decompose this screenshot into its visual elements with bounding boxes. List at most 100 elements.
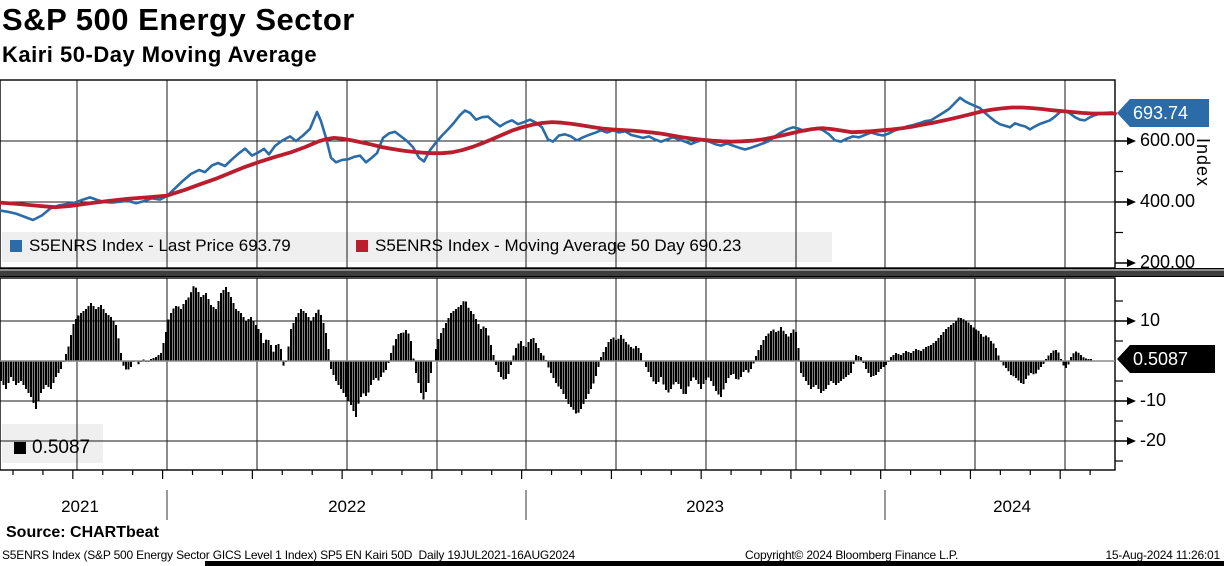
kairi-bar xyxy=(937,338,940,361)
kairi-bar xyxy=(212,307,215,361)
kairi-bar xyxy=(397,334,400,361)
kairi-bar xyxy=(347,361,350,401)
kairi-bar xyxy=(225,287,227,361)
kairi-bar xyxy=(905,351,907,361)
kairi-bar xyxy=(562,361,565,394)
kairi-bar xyxy=(192,286,195,361)
kairi-bar xyxy=(605,347,607,361)
last-price-badge: 693.74 xyxy=(1117,99,1209,127)
kairi-bar xyxy=(655,361,657,384)
kairi-bar xyxy=(207,299,210,361)
kairi-bar xyxy=(502,361,505,380)
kairi-bar xyxy=(402,332,405,361)
kairi-bar xyxy=(87,306,90,361)
legend-background xyxy=(2,232,832,262)
kairi-bar xyxy=(512,355,515,361)
kairi-bar xyxy=(847,361,850,375)
kairi-bar xyxy=(537,348,540,361)
kairi-bar xyxy=(972,327,975,361)
kairi-bar xyxy=(610,339,612,361)
kairi-bar xyxy=(482,326,485,361)
kairi-bar xyxy=(600,357,602,361)
kairi-bar xyxy=(910,353,912,361)
kairi-bar xyxy=(357,361,360,404)
kairi-bar xyxy=(105,313,107,361)
kairi-bar xyxy=(200,297,202,361)
kairi-bar xyxy=(667,361,670,393)
kairi-bar xyxy=(1075,351,1077,361)
kairi-bar xyxy=(565,361,567,399)
kairi-bar xyxy=(1057,352,1060,361)
kairi-bar xyxy=(1032,361,1035,375)
kairi-bar xyxy=(795,332,797,361)
kairi-bar xyxy=(1042,361,1045,364)
kairi-bar xyxy=(825,361,827,389)
kairi-bar xyxy=(647,361,650,372)
kairi-bar xyxy=(300,309,302,361)
kairi-bar xyxy=(490,345,492,361)
kairi-bar xyxy=(20,361,22,381)
kairi-bar xyxy=(770,331,772,361)
kairi-bar xyxy=(822,361,825,391)
kairi-bar xyxy=(510,361,512,365)
y-axis-tick-label: 10 xyxy=(1140,310,1161,330)
kairi-bar xyxy=(1087,359,1090,361)
kairi-bar xyxy=(452,311,455,361)
kairi-bar xyxy=(590,361,592,389)
kairi-bar xyxy=(155,357,157,361)
kairi-bar xyxy=(220,293,222,361)
kairi-bar xyxy=(237,311,240,361)
kairi-bar xyxy=(735,361,737,379)
price-line xyxy=(0,96,1114,222)
kairi-bar xyxy=(652,361,655,382)
kairi-bar xyxy=(952,323,955,361)
kairi-bar xyxy=(297,313,300,361)
kairi-bar xyxy=(682,361,685,394)
kairi-bar xyxy=(1020,361,1022,383)
kairi-bar xyxy=(345,361,347,397)
kairi-bar xyxy=(162,343,165,361)
kairi-bar xyxy=(1030,361,1032,373)
kairi-bar xyxy=(227,292,230,361)
kairi-bar xyxy=(585,361,587,399)
kairi-bar xyxy=(350,361,352,405)
kairi-bar xyxy=(90,303,92,361)
kairi-bar xyxy=(615,340,617,361)
kairi-bar xyxy=(175,306,177,361)
kairi-bar xyxy=(460,305,462,361)
kairi-bar xyxy=(617,338,620,361)
kairi-bar xyxy=(935,341,937,361)
kairi-bar xyxy=(477,324,480,361)
kairi-bar xyxy=(440,333,442,361)
kairi-bar xyxy=(185,300,187,361)
window-resize-bar[interactable] xyxy=(205,561,1224,566)
kairi-bar xyxy=(745,361,747,370)
kairi-bar xyxy=(1070,357,1072,361)
kairi-bar xyxy=(110,317,112,361)
kairi-bar xyxy=(12,361,15,381)
kairi-bar xyxy=(335,361,337,381)
kairi-bar xyxy=(672,361,675,385)
kairi-bar xyxy=(560,361,562,389)
kairi-bar xyxy=(922,349,925,361)
kairi-bar xyxy=(897,354,900,361)
panel-divider[interactable] xyxy=(0,268,1224,277)
kairi-bar xyxy=(67,346,70,361)
kairi-bar xyxy=(882,361,885,367)
kairi-bar xyxy=(675,361,677,382)
kairi-bar xyxy=(95,309,97,361)
kairi-bar xyxy=(717,361,720,395)
kairi-bar xyxy=(287,346,290,361)
kairi-bar xyxy=(280,349,282,361)
kairi-bar xyxy=(355,361,357,417)
y-axis-tick-label: 200.00 xyxy=(1140,252,1196,272)
kairi-bar xyxy=(715,361,717,391)
kairi-bar xyxy=(855,355,857,361)
kairi-bar xyxy=(72,324,75,361)
kairi-bar xyxy=(115,325,117,361)
kairi-bar xyxy=(975,329,977,361)
kairi-bar xyxy=(872,361,875,376)
kairi-bar xyxy=(757,350,760,361)
kairi-bar xyxy=(1045,359,1047,361)
